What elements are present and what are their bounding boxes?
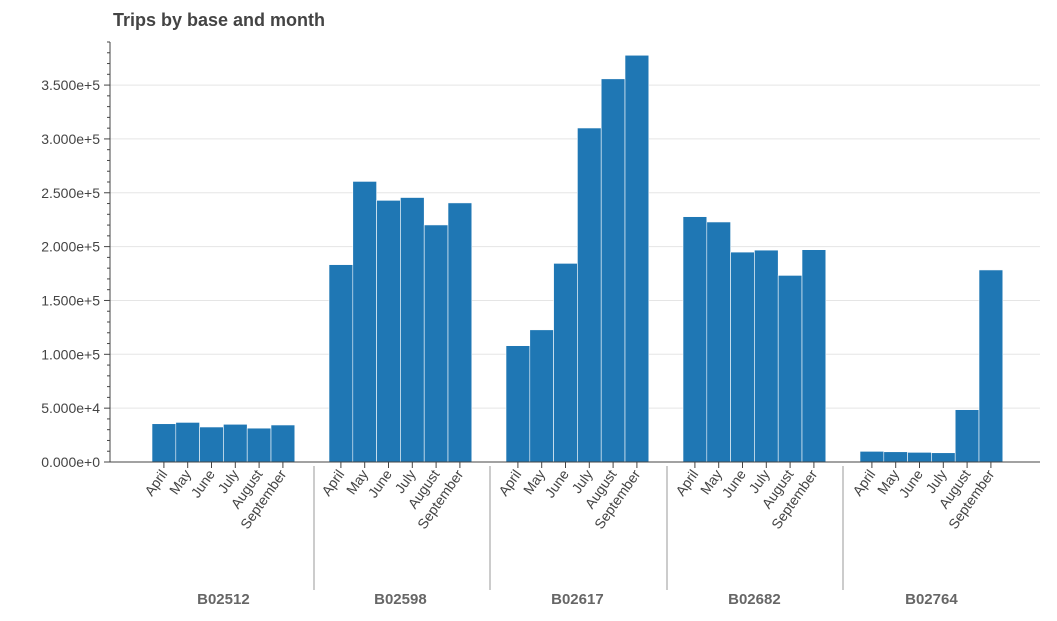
y-axis-ticks: 0.000e+0 5.000e+4 1.000e+5 1.500e+5 2.000e+5… [41,41,110,470]
x-tick-label: April [672,467,701,499]
bar-B02682-September [801,249,827,463]
group-label-B02598: B02598 [374,591,427,608]
x-tick-label: April [849,467,878,499]
y-tick-label: 2.000e+5 [41,239,100,255]
group-label-B02764: B02764 [905,591,958,608]
bar-B02598-May [352,181,377,463]
y-tick-label: 1.500e+5 [41,292,100,308]
y-tick-label: 3.000e+5 [41,131,100,147]
bar-B02617-April [505,345,531,463]
bar-B02512-May [175,422,200,463]
group-label-B02682: B02682 [728,591,781,608]
y-tick-label: 2.500e+5 [41,185,100,201]
bar-B02598-August [423,224,449,463]
y-tick-label: 5.000e+4 [41,400,100,416]
chart-title: Trips by base and month [113,10,326,30]
bar-B02617-June [553,263,578,463]
bar-B02617-September [624,54,650,463]
bar-B02598-June [376,200,401,463]
bar-B02682-June [730,251,755,463]
bar-B02682-July [754,249,779,463]
bar-B02512-August [246,427,272,463]
group-label-B02512: B02512 [197,591,250,608]
x-tick-label: June [718,466,749,500]
bars [151,54,1004,463]
x-tick-label: April [141,467,170,499]
bar-B02764-July [931,452,956,463]
group-labels: B02512 B02598 B02617 B02682 B02764 [197,466,958,608]
bar-B02764-August [954,409,980,463]
bar-B02512-April [151,423,177,463]
bar-B02598-July [400,197,425,463]
bar-B02682-April [682,216,708,463]
y-tick-label: 3.500e+5 [41,77,100,93]
x-tick-label: June [187,466,218,500]
bar-B02682-May [706,221,731,463]
bar-B02598-September [447,202,473,463]
bar-B02617-May [529,329,554,463]
group-label-B02617: B02617 [551,591,604,608]
bar-B02512-July [223,423,248,463]
x-tick-label: April [318,467,347,499]
bar-B02764-September [978,269,1004,463]
axes [109,42,1040,463]
y-tick-label: 1.000e+5 [41,346,100,362]
bar-B02764-May [883,451,908,463]
bar-B02682-August [777,275,803,463]
x-tick-label: June [541,466,572,500]
bar-B02617-August [600,78,626,463]
y-tick-label: 0.000e+0 [41,454,100,470]
bar-B02617-July [577,127,602,463]
bar-B02512-September [270,424,296,463]
bar-B02598-April [328,264,354,463]
bar-B02512-June [199,426,224,463]
x-tick-label: April [495,467,524,499]
x-tick-label: June [895,466,926,500]
bar-B02764-April [859,451,885,463]
x-tick-label: June [364,466,395,500]
bar-B02764-June [907,452,932,463]
